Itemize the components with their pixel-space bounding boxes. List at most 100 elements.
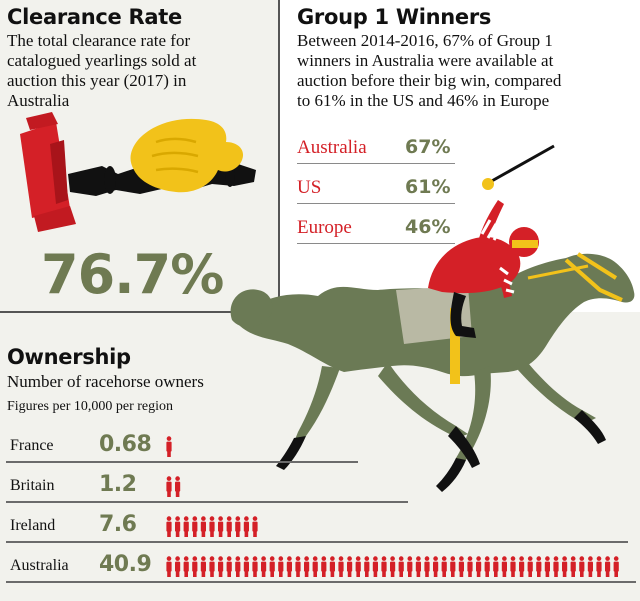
clearance-rate-value: 76.7%: [41, 243, 224, 306]
group1-line: Between 2014-2016, 67% of Group 1: [297, 31, 553, 50]
ownership-region: Australia: [10, 557, 69, 574]
group1-region: Europe: [297, 217, 352, 238]
ownership-note: Figures per 10,000 per region: [7, 399, 174, 414]
person-icon: [226, 556, 232, 577]
ownership-icons: [166, 436, 172, 457]
person-icon: [321, 556, 327, 577]
row-divider: [6, 581, 636, 583]
person-icon: [200, 516, 206, 537]
ownership-icons: [166, 516, 258, 537]
group1-value: 67%: [405, 136, 451, 158]
person-icon: [278, 556, 284, 577]
ownership-icons: [166, 556, 619, 577]
person-icon: [484, 556, 490, 577]
person-icon: [269, 556, 275, 577]
ownership-subtitle: Number of racehorse owners: [7, 372, 204, 391]
person-icon: [527, 556, 533, 577]
person-icon: [544, 556, 550, 577]
person-icon: [235, 556, 241, 577]
group1-line: to 61% in the US and 46% in Europe: [297, 91, 550, 110]
ownership-value: 1.2: [99, 472, 137, 497]
person-icon: [329, 556, 335, 577]
person-icon: [493, 556, 499, 577]
person-icon: [424, 556, 430, 577]
person-icon: [200, 556, 206, 577]
person-icon: [209, 556, 215, 577]
person-icon: [166, 476, 172, 497]
group1-title: Group 1 Winners: [297, 5, 492, 29]
person-icon: [613, 556, 619, 577]
group1-region: US: [297, 177, 322, 198]
row-divider: [6, 461, 358, 463]
person-icon: [286, 556, 292, 577]
horse-bridle: [527, 252, 623, 302]
person-icon: [175, 516, 181, 537]
person-icon: [519, 556, 525, 577]
group1-line: winners in Australia were available at: [297, 51, 554, 70]
group1-row: Europe 46%: [297, 214, 455, 244]
person-icon: [175, 476, 181, 497]
ownership-row: Ireland 7.6: [6, 508, 628, 544]
gavel-icon: [20, 112, 256, 232]
clearance-line: catalogued yearlings sold at: [7, 51, 197, 70]
person-icon: [226, 516, 232, 537]
person-icon: [407, 556, 413, 577]
person-icon: [166, 516, 172, 537]
person-icon: [415, 556, 421, 577]
row-divider: [6, 541, 628, 543]
gavel-head: [20, 112, 76, 232]
whip: [482, 144, 555, 190]
ownership-region: Ireland: [10, 517, 56, 534]
person-icon: [553, 556, 559, 577]
person-icon: [450, 556, 456, 577]
person-icon: [355, 556, 361, 577]
ownership-row: Australia 40.9: [6, 548, 636, 584]
person-icon: [261, 556, 267, 577]
clearance-line: The total clearance rate for: [7, 31, 191, 50]
clearance-line: Australia: [7, 91, 70, 110]
clearance-title: Clearance Rate: [7, 5, 182, 29]
person-icon: [364, 556, 370, 577]
group1-row: US 61%: [297, 174, 455, 204]
person-icon: [183, 516, 189, 537]
person-icon: [347, 556, 353, 577]
person-icon: [218, 516, 224, 537]
person-icon: [441, 556, 447, 577]
hand-icon: [130, 118, 244, 193]
person-icon: [596, 556, 602, 577]
person-icon: [166, 436, 172, 457]
ownership-value: 40.9: [99, 552, 152, 577]
person-icon: [381, 556, 387, 577]
person-icon: [467, 556, 473, 577]
ownership-row: France 0.68: [6, 428, 358, 464]
ownership-value: 0.68: [99, 432, 152, 457]
person-icon: [338, 556, 344, 577]
person-icon: [570, 556, 576, 577]
group1-value: 61%: [405, 176, 451, 198]
ownership-value: 7.6: [99, 512, 137, 537]
person-icon: [183, 556, 189, 577]
group1-line: auction before their big win, compared: [297, 71, 562, 90]
ownership-region: France: [10, 437, 54, 454]
person-icon: [458, 556, 464, 577]
person-icon: [605, 556, 611, 577]
person-icon: [579, 556, 585, 577]
ownership-icons: [166, 476, 181, 497]
person-icon: [398, 556, 404, 577]
person-icon: [510, 556, 516, 577]
person-icon: [312, 556, 318, 577]
person-icon: [175, 556, 181, 577]
person-icon: [192, 516, 198, 537]
person-icon: [587, 556, 593, 577]
person-icon: [372, 556, 378, 577]
group1-value: 46%: [405, 216, 451, 238]
person-icon: [243, 556, 249, 577]
person-icon: [304, 556, 310, 577]
person-icon: [235, 516, 241, 537]
person-icon: [501, 556, 507, 577]
person-icon: [390, 556, 396, 577]
person-icon: [252, 516, 258, 537]
person-icon: [562, 556, 568, 577]
vertical-divider: [278, 0, 280, 312]
horse-jockey-icon: [230, 144, 635, 492]
